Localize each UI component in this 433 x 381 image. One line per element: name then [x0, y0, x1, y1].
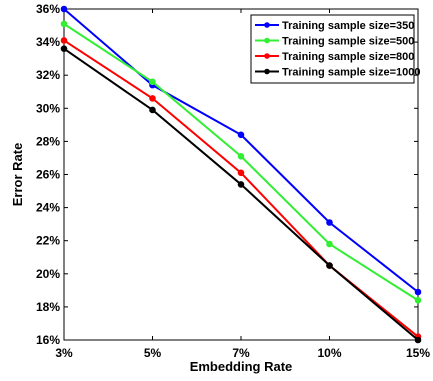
data-point [237, 131, 245, 139]
data-point [414, 336, 422, 344]
data-point [237, 169, 245, 177]
data-point [237, 181, 245, 188]
legend-swatch-marker [264, 53, 270, 59]
data-point [149, 95, 156, 102]
axes: 16% 18% 20% 22% 24% 26% 28% 30% 32% 34% 36% 3% 5% 7% 1… [36, 2, 430, 360]
series-lines [60, 5, 422, 344]
x-tick-label: 7% [232, 346, 250, 360]
legend-label: Training sample size=500 [282, 36, 414, 48]
legend-swatch-marker [264, 37, 270, 44]
y-tick-label: 26% [36, 168, 60, 182]
legend-swatch-marker [264, 68, 270, 75]
data-point [414, 296, 422, 304]
y-tick-label: 28% [36, 134, 60, 148]
y-tick-label: 18% [36, 300, 60, 314]
y-tick-label: 24% [36, 201, 60, 215]
y-tick-label: 32% [36, 68, 60, 82]
y-tick-label: 22% [36, 234, 60, 248]
x-tick-label: 5% [144, 346, 162, 360]
series-1 [60, 20, 422, 304]
data-point [237, 152, 245, 160]
legend-label: Training sample size=1000 [282, 67, 421, 79]
data-point [60, 45, 68, 53]
legend-label: Training sample size=800 [282, 51, 414, 63]
y-tick-label: 36% [36, 2, 60, 16]
data-point [326, 262, 333, 269]
data-point [60, 37, 68, 44]
data-point [326, 240, 333, 248]
x-tick-label: 15% [406, 346, 430, 360]
series-3 [60, 45, 422, 344]
y-axis-title: Error Rate [10, 143, 25, 207]
y-tick-label: 34% [36, 35, 60, 49]
y-tick-label: 20% [36, 267, 60, 281]
y-tick-label: 16% [36, 333, 60, 347]
y-tick-label: 30% [36, 101, 60, 115]
data-point [60, 20, 68, 28]
data-point [326, 219, 333, 226]
legend: Training sample size=350 Training sample … [250, 14, 421, 84]
x-tick-label: 10% [317, 346, 341, 360]
data-point [149, 106, 156, 114]
legend-swatch-marker [264, 22, 270, 28]
data-point [60, 5, 68, 13]
data-point [149, 78, 156, 86]
series-line [63, 47, 419, 341]
legend-label: Training sample size=350 [282, 20, 414, 32]
x-tick-label: 3% [55, 346, 73, 360]
x-axis-title: Embedding Rate [190, 359, 293, 374]
data-point [414, 288, 422, 296]
